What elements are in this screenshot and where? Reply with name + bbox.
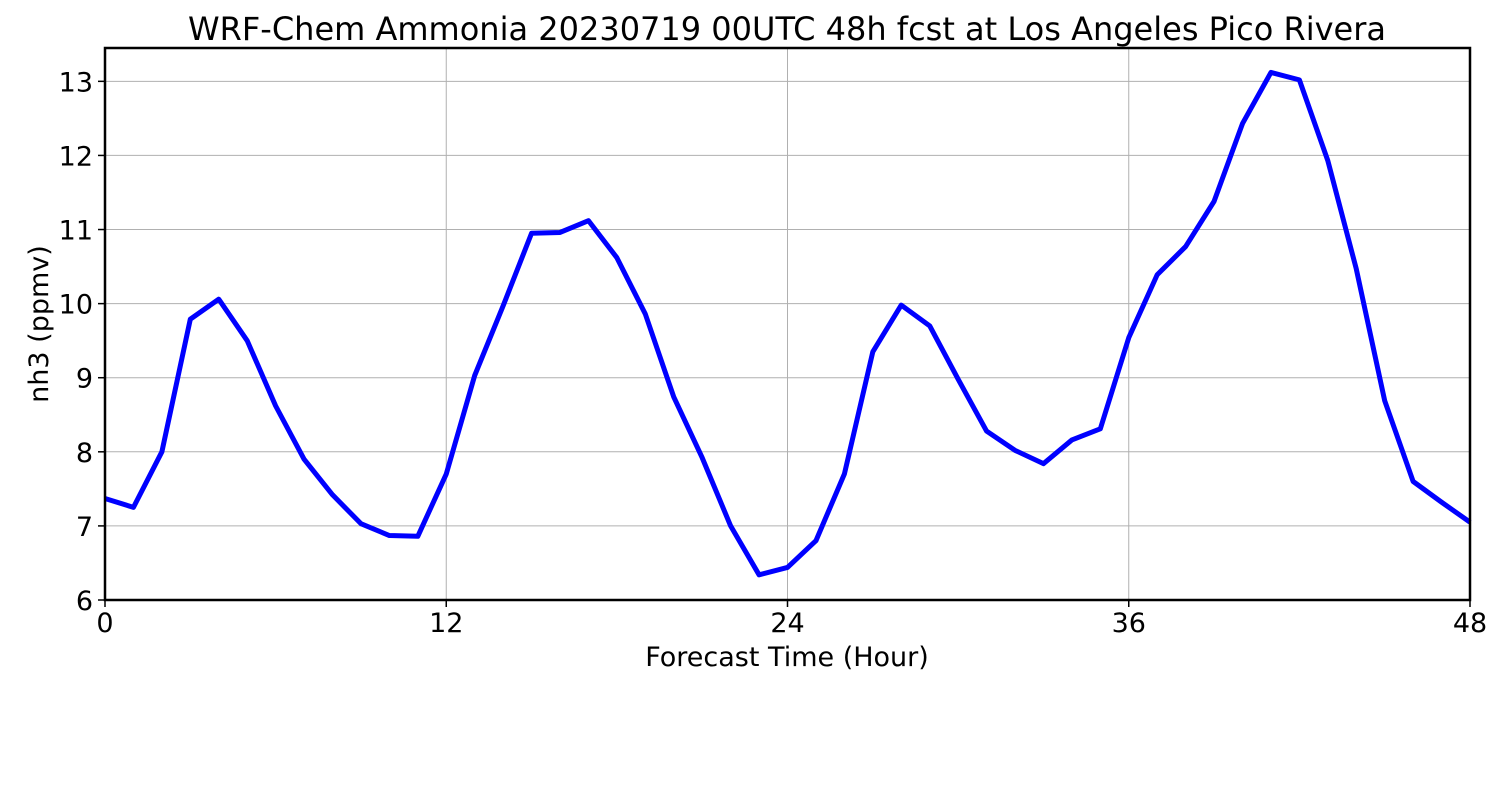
x-axis-label: Forecast Time (Hour) xyxy=(645,642,929,673)
y-tick-label: 13 xyxy=(59,67,93,98)
y-axis-label: nh3 (ppmv) xyxy=(24,245,55,403)
x-tick-label: 36 xyxy=(1112,608,1146,639)
y-tick-label: 7 xyxy=(76,512,93,543)
series-layer xyxy=(104,69,1472,578)
y-tick-label: 6 xyxy=(76,586,93,617)
y-tick-label: 12 xyxy=(59,141,93,172)
y-tick-label: 11 xyxy=(59,216,93,247)
x-tick-label: 48 xyxy=(1453,608,1487,639)
y-tick-label: 8 xyxy=(76,438,93,469)
axis-ticks: 0 12 24 36 48 6 7 8 9 10 11 12 13 xyxy=(59,67,1488,639)
chart-title: WRF-Chem Ammonia 20230719 00UTC 48h fcst… xyxy=(188,10,1386,48)
x-tick-label: 24 xyxy=(770,608,804,639)
x-tick-label: 0 xyxy=(96,608,113,639)
y-tick-label: 9 xyxy=(76,364,93,395)
y-tick-label: 10 xyxy=(59,290,93,321)
x-tick-label: 12 xyxy=(429,608,463,639)
